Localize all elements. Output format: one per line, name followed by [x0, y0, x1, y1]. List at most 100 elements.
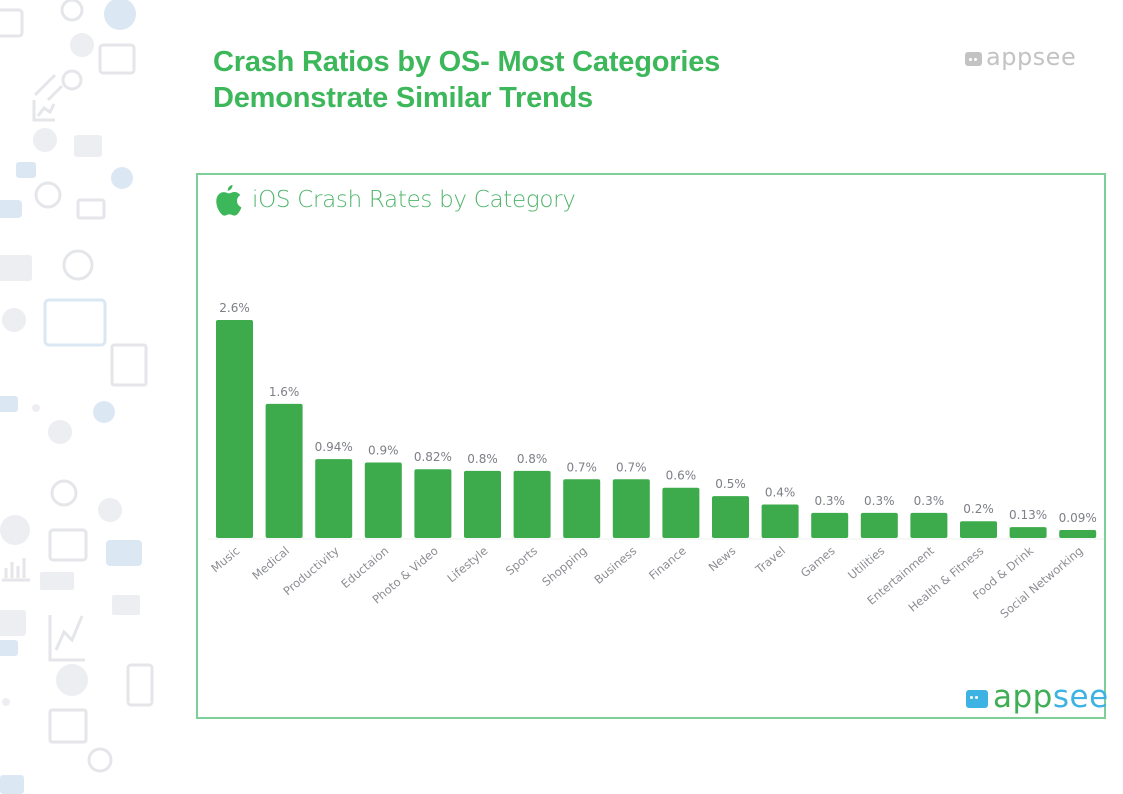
value-label: 0.2%: [963, 502, 994, 516]
page-title: Crash Ratios by OS- Most Categories Demo…: [213, 44, 913, 116]
category-label: Sports: [503, 544, 540, 578]
chat-bubble-icon: [43, 298, 107, 347]
appsee-logo-bottom: app see: [966, 677, 1109, 717]
bar-music: [216, 320, 253, 538]
bar-productivity: [315, 459, 353, 538]
value-label: 0.8%: [517, 452, 548, 466]
globe-icon: [104, 0, 136, 30]
bar-finance: [662, 487, 700, 538]
bar-games: [811, 512, 849, 538]
image-icon: [112, 595, 140, 615]
globe-icon: [56, 664, 88, 696]
play-icon: [98, 498, 122, 522]
appsee-logo-see: see: [1052, 679, 1109, 715]
bar-eductaion: [364, 462, 402, 538]
bar-chart-icon: [48, 708, 88, 744]
pie-chart-icon: [93, 401, 115, 423]
line-chart-icon: [32, 100, 56, 122]
play-icon: [2, 308, 26, 332]
bar-social-networking: [1059, 530, 1097, 538]
play-icon: [70, 33, 94, 57]
appsee-box-icon: [966, 689, 988, 708]
value-label: 0.82%: [414, 450, 452, 464]
bar-medical: [265, 403, 303, 538]
value-label: 0.6%: [666, 469, 697, 483]
category-label: News: [706, 544, 739, 575]
coffee-cup-icon: [0, 200, 22, 218]
appsee-logo-top: appsee: [965, 42, 1076, 72]
bar-photo-video: [414, 469, 452, 538]
value-label: 0.9%: [368, 444, 399, 458]
line-chart-icon: [48, 615, 85, 662]
chat-bubble-icon: [126, 663, 154, 707]
category-label: Travel: [752, 544, 788, 577]
globe-icon: [0, 515, 30, 545]
category-label: Utilities: [845, 544, 887, 583]
chat-bubble-icon: [76, 198, 106, 220]
category-label: Social Networking: [997, 544, 1085, 621]
bar-news: [712, 496, 749, 538]
pie-chart-icon: [111, 167, 133, 189]
message-icon: [0, 255, 32, 281]
value-label: 0.3%: [814, 494, 845, 508]
message-icon: [74, 135, 102, 157]
chart-title: iOS Crash Rates by Category: [252, 187, 576, 213]
value-label: 0.4%: [765, 485, 796, 499]
appsee-box-icon: [965, 51, 982, 66]
category-label: Lifestyle: [444, 544, 490, 586]
value-label: 0.94%: [315, 440, 353, 454]
play-icon: [33, 128, 57, 152]
chart-heading: iOS Crash Rates by Category: [214, 184, 576, 216]
bars-group: [216, 320, 1097, 538]
value-label: 0.3%: [914, 494, 945, 508]
value-label: 0.8%: [467, 452, 498, 466]
value-label: 0.3%: [864, 494, 895, 508]
gear-icon: [87, 747, 113, 773]
value-label: 0.13%: [1009, 508, 1047, 522]
value-label: 0.7%: [566, 460, 597, 474]
chart-frame: [196, 173, 1106, 719]
category-label: Shopping: [539, 544, 589, 589]
category-label: Music: [208, 544, 242, 576]
video-camera-icon: [0, 640, 18, 656]
bar-food-drink: [1009, 527, 1047, 538]
bar-health-fitness: [960, 521, 997, 538]
bar-sports: [513, 470, 551, 538]
fingerprint-icon: [61, 69, 83, 91]
category-label: Medical: [249, 544, 292, 583]
bar-business: [612, 479, 650, 538]
video-camera-icon: [106, 540, 142, 566]
decorative-icon-pattern: [0, 0, 154, 794]
link-icon: [33, 73, 64, 102]
chat-bubble-icon: [98, 43, 136, 75]
gear-icon: [60, 0, 84, 22]
bar-shopping: [563, 479, 601, 538]
rec-icon: [32, 404, 40, 412]
bar-travel: [761, 504, 799, 538]
value-label: 1.6%: [269, 385, 300, 399]
chat-bubble-icon: [48, 528, 88, 562]
fingerprint-icon: [62, 249, 94, 281]
appsee-logo-app: app: [993, 679, 1053, 715]
value-labels-group: 2.6% 1.6% 0.94% 0.9% 0.82% 0.8% 0.8% 0.7% 0.7% 0.…: [219, 301, 1097, 525]
message-icon: [0, 610, 26, 636]
category-label: Games: [798, 544, 838, 581]
value-label: 2.6%: [219, 301, 250, 315]
category-label: Finance: [646, 544, 689, 583]
value-label: 0.7%: [616, 460, 647, 474]
page-title-line-2: Demonstrate Similar Trends: [213, 82, 593, 114]
bar-entertainment: [910, 512, 948, 538]
gear-icon: [50, 479, 78, 507]
play-icon: [48, 420, 72, 444]
appsee-logo-text: appsee: [986, 43, 1077, 71]
value-label: 0.5%: [715, 477, 746, 491]
apple-icon: [216, 185, 242, 216]
page-title-line-1: Crash Ratios by OS- Most Categories: [213, 46, 721, 78]
camera-icon: [40, 572, 74, 590]
calendar-icon: [110, 343, 148, 387]
value-label: 0.09%: [1059, 511, 1097, 525]
video-camera-icon: [16, 162, 36, 178]
bar-chart-icon: [2, 558, 30, 582]
